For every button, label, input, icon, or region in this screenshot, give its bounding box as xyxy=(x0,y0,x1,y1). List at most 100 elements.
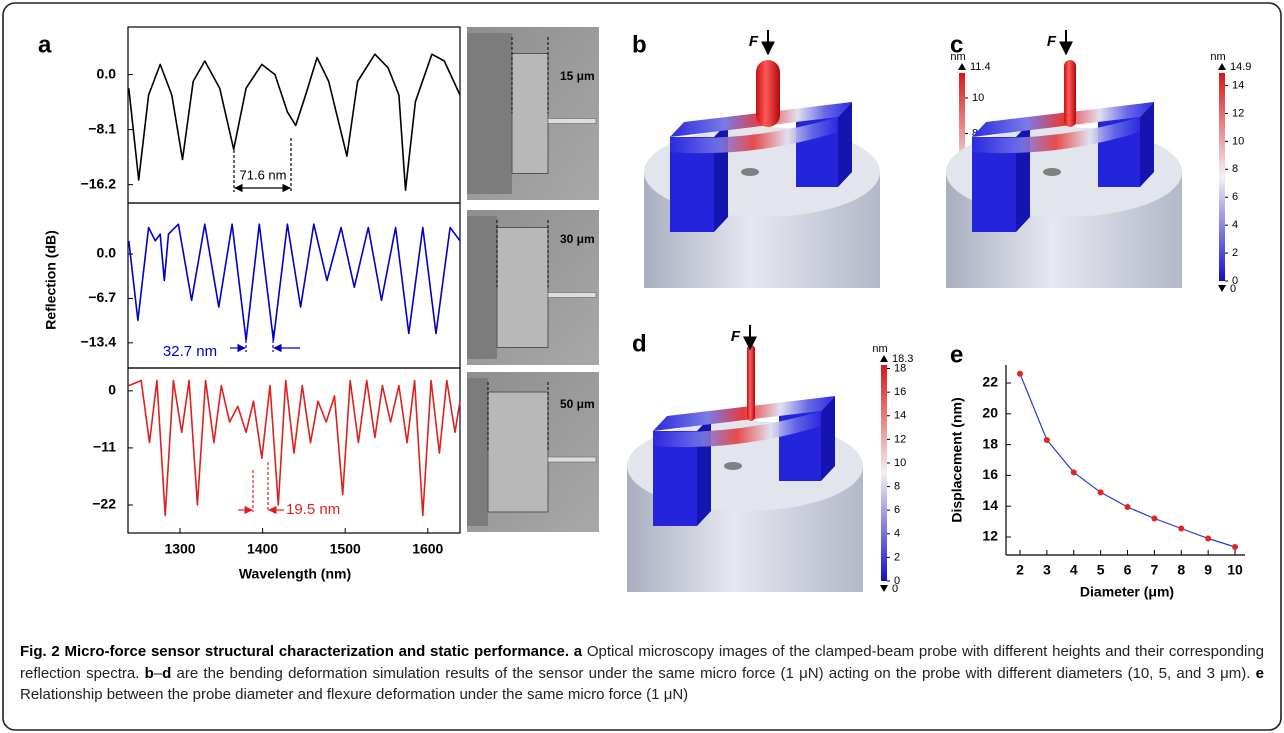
scale-label: 30 μm xyxy=(560,232,595,246)
block-side xyxy=(1140,102,1154,187)
colorbar-tick-label: 8 xyxy=(1232,163,1238,175)
data-point xyxy=(1178,525,1185,532)
x-tick-label: 4 xyxy=(1070,562,1078,578)
colorbar xyxy=(1219,73,1225,281)
y-tick-label: 14 xyxy=(982,497,998,513)
y-tick-label: 0 xyxy=(108,382,116,398)
colorbar-tick-label: 4 xyxy=(894,528,900,540)
beam-top xyxy=(653,396,835,431)
panel-label: d xyxy=(632,330,647,357)
data-point xyxy=(1232,543,1239,550)
y-axis-label: Reflection (dB) xyxy=(43,230,59,330)
beam-front xyxy=(670,117,838,154)
block-side xyxy=(838,102,852,187)
x-tick-label: 1300 xyxy=(164,541,195,557)
scale-label: 15 μm xyxy=(560,69,595,83)
fiber-core xyxy=(741,168,759,176)
colorbar-tick-label: 2 xyxy=(1232,247,1238,259)
colorbar-tick-label: 6 xyxy=(894,504,900,516)
colorbar-min-label: 0 xyxy=(892,583,898,595)
panel-label: a xyxy=(38,31,52,58)
y-tick-label: 0.0 xyxy=(97,65,117,81)
colorbar-tick-label: 10 xyxy=(972,92,984,104)
probe-structure xyxy=(487,391,549,513)
colorbar-tick-label: 10 xyxy=(1232,135,1244,147)
spectrum-line xyxy=(128,53,461,191)
probe xyxy=(756,60,780,127)
colorbar-unit: nm xyxy=(872,343,887,355)
block-side xyxy=(821,396,835,481)
y-tick-label: 22 xyxy=(982,374,998,390)
colorbar-tick-label: 16 xyxy=(894,386,906,398)
caption-bold: b xyxy=(144,664,154,682)
x-tick-label: 10 xyxy=(1227,562,1243,578)
caption-text: Optical microscopy images of the clamped… xyxy=(20,643,1269,682)
x-tick-label: 7 xyxy=(1151,562,1159,578)
y-axis-label: Displacement (nm) xyxy=(949,397,965,522)
data-point xyxy=(1151,515,1158,522)
y-tick-label: −6.7 xyxy=(88,289,116,305)
annotation: 19.5 nm xyxy=(286,501,340,518)
colorbar-unit: nm xyxy=(950,51,965,63)
colorbar-min-arrow xyxy=(880,585,888,592)
colorbar-max-label: 18.3 xyxy=(892,353,913,365)
probe xyxy=(1064,60,1076,127)
caption-bold: Fig. 2 Micro-force sensor structural cha… xyxy=(20,643,570,660)
fiber-end xyxy=(467,33,512,194)
colorbar-max-arrow xyxy=(880,355,888,362)
x-tick-label: 6 xyxy=(1124,562,1132,578)
caption: Fig. 2 Micro-force sensor structural cha… xyxy=(20,641,1264,706)
probe-tip xyxy=(547,456,597,463)
colorbar-min-arrow xyxy=(1218,285,1226,292)
x-tick-label: 1600 xyxy=(412,541,443,557)
colorbar-unit: nm xyxy=(1210,51,1225,63)
panel-label: b xyxy=(632,31,647,58)
caption-bold: e xyxy=(1255,664,1264,682)
probe-structure xyxy=(511,53,549,174)
data-point xyxy=(1016,370,1023,377)
colorbar-tick-label: 18 xyxy=(894,362,906,374)
x-tick-label: 9 xyxy=(1204,562,1212,578)
x-tick-label: 1400 xyxy=(247,541,278,557)
colorbar-tick-label: 8 xyxy=(894,480,900,492)
fiber-end xyxy=(467,216,497,359)
y-tick-label: −11 xyxy=(93,439,116,455)
spectrum-line xyxy=(128,379,461,517)
colorbar-tick-label: 12 xyxy=(894,433,906,445)
data-line xyxy=(1019,373,1236,548)
annotation: 32.7 nm xyxy=(163,343,217,360)
colorbar-tick-label: 4 xyxy=(1232,219,1238,231)
colorbar-tick-label: 2 xyxy=(894,551,900,563)
colorbar-tick-label: 12 xyxy=(1232,107,1244,119)
y-tick-label: 12 xyxy=(982,528,998,544)
fiber-end xyxy=(467,378,488,526)
colorbar-tick-label: 8 xyxy=(972,127,978,139)
beam-front xyxy=(653,411,821,448)
colorbar xyxy=(881,365,887,581)
plot-frame xyxy=(127,26,461,204)
data-point xyxy=(1097,489,1104,496)
y-tick-label: −8.1 xyxy=(88,120,116,136)
fiber-core xyxy=(1043,168,1061,176)
beam-front xyxy=(972,117,1140,154)
x-axis-label: Diameter (μm) xyxy=(1080,584,1174,600)
colorbar-tick-label: 0 xyxy=(1232,275,1238,287)
caption-text: are the bending deformation simulation r… xyxy=(171,664,1256,682)
colorbar-max-label: 14.9 xyxy=(1230,61,1251,73)
y-tick-label: −13.4 xyxy=(81,334,117,350)
probe xyxy=(747,345,755,421)
colorbar-min-label: 0 xyxy=(1230,283,1236,295)
scale-label: 50 μm xyxy=(560,397,595,411)
probe-tip xyxy=(547,118,597,124)
x-tick-label: 2 xyxy=(1016,562,1024,578)
colorbar-tick-label: 14 xyxy=(894,410,906,422)
caption-bold: a xyxy=(573,643,583,660)
x-tick-label: 3 xyxy=(1043,562,1051,578)
colorbar-max-arrow xyxy=(1218,63,1226,70)
x-tick-label: 8 xyxy=(1177,562,1185,578)
spectrum-line xyxy=(128,223,461,341)
x-axis-label: Wavelength (nm) xyxy=(239,566,351,582)
x-tick-label: 5 xyxy=(1097,562,1105,578)
